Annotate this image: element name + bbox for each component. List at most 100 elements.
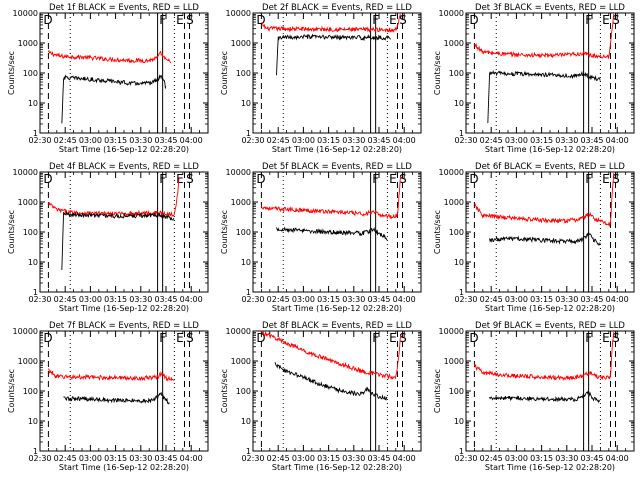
y-tick-label: 1000 (231, 198, 251, 207)
chart-title: Det 8f BLACK = Events, RED = LLD (262, 321, 412, 331)
marker-label-s: S (612, 13, 620, 27)
events-series-line (276, 33, 391, 76)
x-axis-label: Start Time (16-Sep-12 02:28:20) (59, 304, 189, 313)
x-tick-label: 02:45 (480, 454, 503, 463)
events-series-line (274, 362, 388, 401)
y-tick-label: 1000 (444, 39, 464, 48)
y-tick-label: 10 (241, 417, 251, 426)
marker-label-s: S (399, 172, 407, 186)
events-series-line (487, 69, 601, 124)
y-tick-label: 10000 (226, 327, 251, 336)
marker-label-s: S (399, 13, 407, 27)
x-tick-label: 02:30 (454, 454, 477, 463)
chart-title: Det 4f BLACK = Events, RED = LLD (49, 162, 199, 172)
marker-label-f: F (372, 172, 379, 186)
marker-label-e: E (602, 331, 610, 345)
y-axis-label: Counts/sec (7, 210, 16, 254)
y-tick-label: 10 (241, 99, 251, 108)
marker-label-f: F (372, 13, 379, 27)
events-series-line (61, 211, 175, 271)
y-tick-label: 1 (33, 288, 38, 297)
x-tick-label: 03:45 (367, 454, 390, 463)
plot-frame (39, 12, 209, 134)
x-tick-label: 03:15 (317, 136, 340, 145)
x-tick-label: 03:15 (530, 136, 553, 145)
x-tick-label: 03:45 (580, 454, 603, 463)
x-tick-label: 04:00 (180, 295, 203, 304)
y-tick-label: 10 (28, 99, 38, 108)
marker-label-f: F (159, 13, 166, 27)
x-tick-label: 04:00 (606, 136, 629, 145)
events-series-line (489, 231, 601, 246)
x-tick-label: 03:00 (79, 454, 102, 463)
x-tick-label: 03:30 (555, 295, 578, 304)
y-axis-label: Counts/sec (220, 369, 229, 413)
x-axis-label: Start Time (16-Sep-12 02:28:20) (272, 145, 402, 154)
y-tick-label: 1000 (18, 198, 38, 207)
y-tick-label: 100 (449, 228, 464, 237)
events-series-line (61, 74, 167, 124)
lld-series-line (260, 330, 402, 380)
y-tick-label: 10 (454, 99, 464, 108)
y-tick-label: 1 (459, 129, 464, 138)
marker-label-e: E (176, 172, 184, 186)
y-axis-label: Counts/sec (433, 369, 442, 413)
y-tick-label: 10000 (13, 168, 38, 177)
x-tick-label: 02:45 (54, 295, 77, 304)
chart-panel-6: Det 6f BLACK = Events, RED = LLD 1 10 100 10… (433, 162, 635, 313)
y-tick-label: 100 (449, 387, 464, 396)
x-tick-label: 02:45 (480, 136, 503, 145)
x-tick-label: 03:30 (129, 295, 152, 304)
x-tick-label: 03:45 (154, 136, 177, 145)
marker-label-d: D (256, 13, 265, 27)
y-axis-label: Counts/sec (433, 51, 442, 95)
y-tick-label: 10000 (226, 9, 251, 18)
x-tick-label: 02:30 (241, 295, 264, 304)
lld-series-line (473, 331, 615, 382)
x-tick-label: 03:30 (129, 136, 152, 145)
y-tick-label: 10000 (439, 168, 464, 177)
x-axis-label: Start Time (16-Sep-12 02:28:20) (485, 304, 615, 313)
x-tick-label: 03:30 (555, 136, 578, 145)
x-tick-label: 03:45 (580, 136, 603, 145)
x-tick-label: 02:30 (454, 136, 477, 145)
y-tick-label: 100 (23, 387, 38, 396)
x-tick-label: 03:15 (104, 136, 127, 145)
marker-label-e: E (602, 172, 610, 186)
y-tick-label: 100 (23, 228, 38, 237)
marker-label-s: S (399, 331, 407, 345)
marker-label-f: F (159, 172, 166, 186)
y-tick-label: 100 (236, 69, 251, 78)
x-tick-label: 03:30 (342, 136, 365, 145)
x-tick-label: 03:00 (505, 136, 528, 145)
y-tick-label: 1 (246, 447, 251, 456)
x-tick-label: 04:00 (180, 454, 203, 463)
chart-title: Det 6f BLACK = Events, RED = LLD (475, 162, 625, 172)
marker-label-s: S (186, 13, 194, 27)
y-tick-label: 1 (246, 288, 251, 297)
y-tick-label: 100 (449, 69, 464, 78)
x-tick-label: 03:45 (580, 295, 603, 304)
y-tick-label: 1 (33, 129, 38, 138)
lld-series-line (47, 178, 180, 218)
y-tick-label: 10 (454, 417, 464, 426)
marker-label-s: S (186, 331, 194, 345)
x-tick-label: 02:30 (241, 136, 264, 145)
x-tick-label: 03:00 (79, 295, 102, 304)
x-tick-label: 03:00 (79, 136, 102, 145)
x-axis-label: Start Time (16-Sep-12 02:28:20) (485, 145, 615, 154)
chart-panel-2: Det 2f BLACK = Events, RED = LLD 1 10 100 10… (220, 3, 422, 154)
chart-panel-7: Det 7f BLACK = Events, RED = LLD 1 10 100 10… (7, 321, 209, 472)
marker-label-f: F (585, 172, 592, 186)
x-tick-label: 02:45 (267, 295, 290, 304)
marker-label-d: D (469, 13, 478, 27)
y-tick-label: 1000 (231, 357, 251, 366)
x-tick-label: 04:00 (393, 295, 416, 304)
chart-panel-8: Det 8f BLACK = Events, RED = LLD 1 10 100 10… (220, 321, 422, 472)
plot-frame (39, 171, 209, 293)
lld-series-line (474, 173, 615, 228)
y-tick-label: 1000 (444, 357, 464, 366)
x-tick-label: 03:45 (367, 136, 390, 145)
marker-label-d: D (43, 331, 52, 345)
